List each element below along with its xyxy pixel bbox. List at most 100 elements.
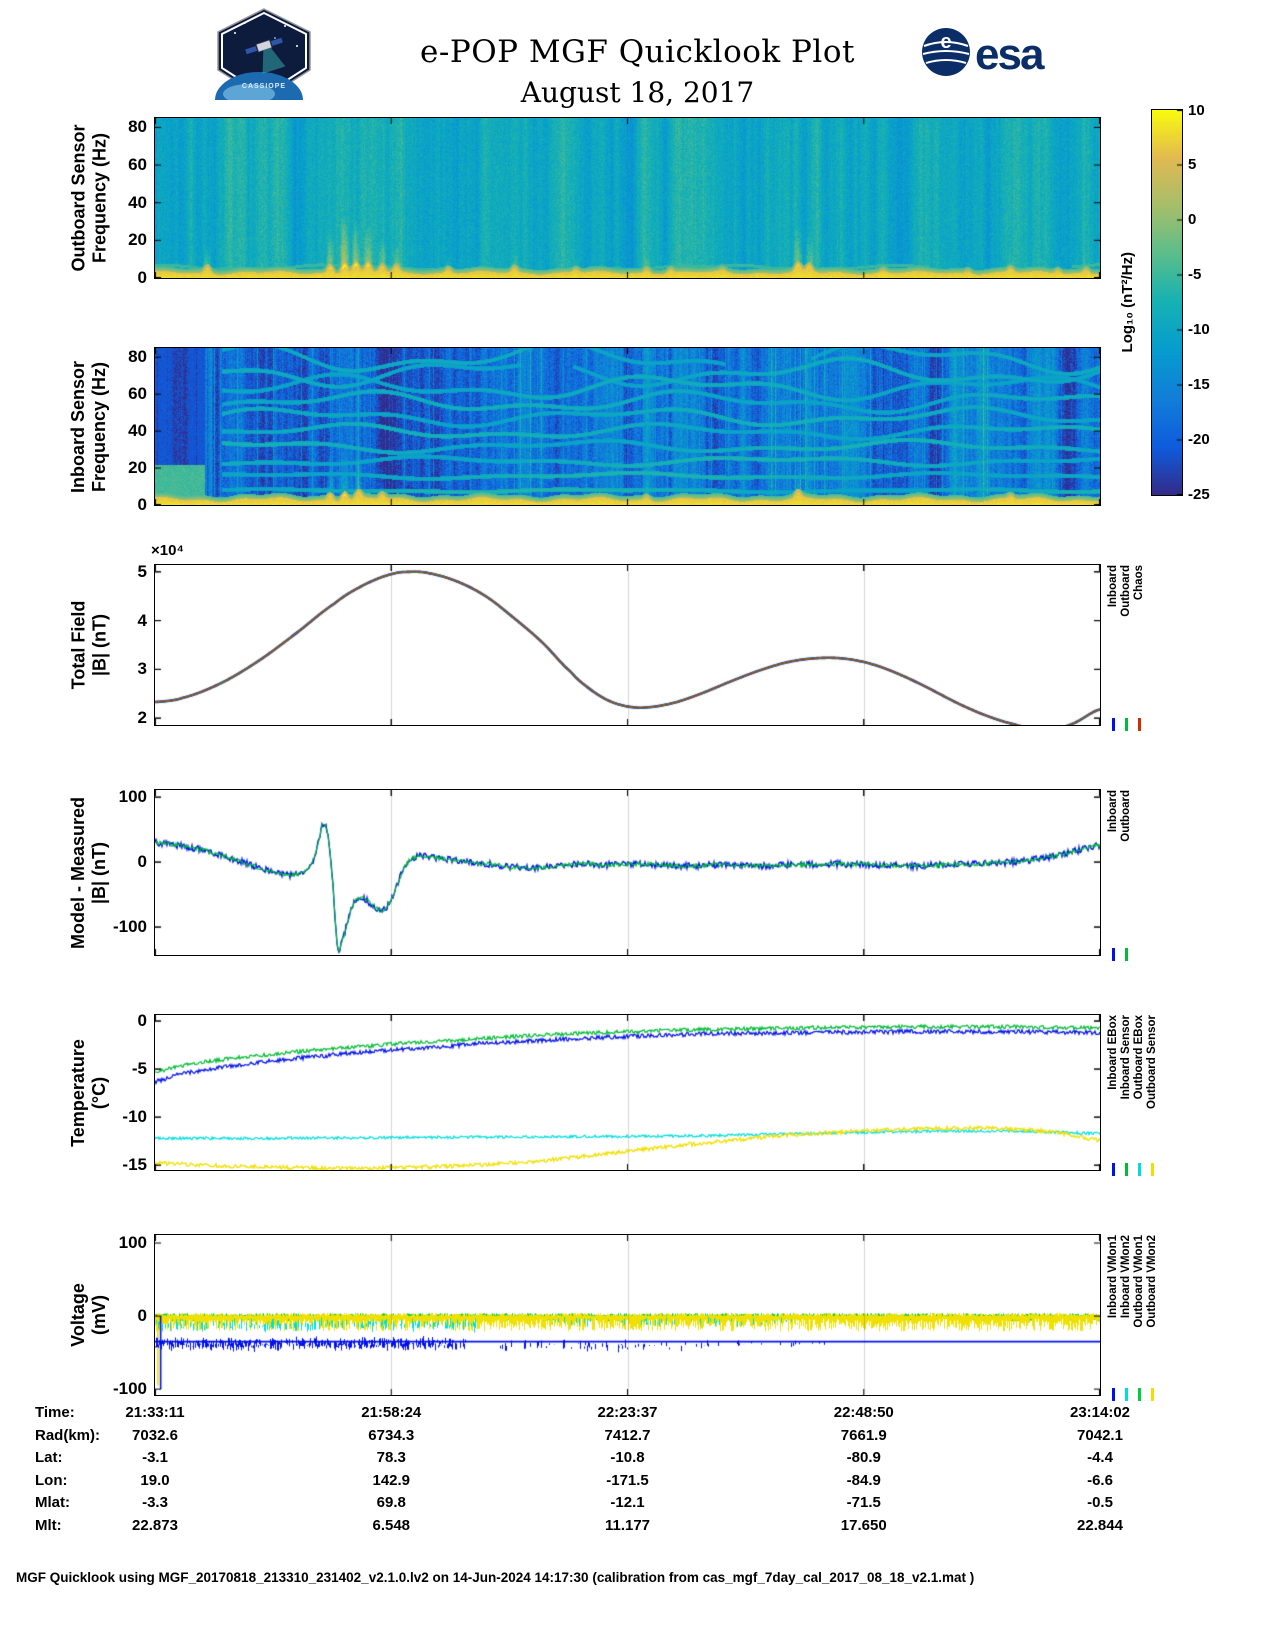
legend-label: Outboard: [1120, 790, 1132, 842]
model-measured-canvas: [155, 790, 1100, 955]
esa-logo-svg: e esa: [922, 28, 1047, 79]
panel-total-field: [154, 564, 1101, 726]
legend-line-sample: [1137, 718, 1141, 731]
y-tick-label: 100: [118, 1233, 147, 1253]
legend-line-sample: [1150, 1163, 1154, 1176]
legend-line-sample: [1111, 1163, 1115, 1176]
esa-logo: e esa: [920, 24, 1047, 87]
legend-line-sample: [1150, 1388, 1154, 1401]
ephemeris-table: Time: 21:33:11 21:58:24 22:23:37 22:48:50 23:…: [0, 1404, 1275, 1544]
colorbar-tick-label: -5: [1188, 266, 1202, 283]
esa-logo-text: esa: [975, 30, 1045, 79]
y-tick-label: -5: [131, 1059, 147, 1079]
colorbar-axis-label-text: Log₁₀ (nT²/Hz): [1118, 252, 1136, 353]
colorbar-tick-label: 10: [1188, 101, 1205, 119]
y-axis-label-text: Total Field |B| (nT): [68, 601, 110, 690]
table-cell: 6.548: [372, 1517, 411, 1534]
table-row-lat: Lat: -3.1 78.3 -10.8 -80.9 -4.4: [0, 1449, 1275, 1471]
y-axis-label-text: Voltage (mV): [68, 1283, 110, 1347]
legend-line-sample: [1124, 948, 1128, 961]
legend-label: Inboard: [1107, 565, 1119, 608]
legend-line-sample: [1124, 718, 1128, 731]
svg-text:e: e: [940, 31, 951, 53]
table-cell: -4.4: [1087, 1449, 1113, 1467]
y-axis-label-text: Outboard Sensor Frequency (Hz): [68, 124, 110, 271]
legend-entry: Chaos: [1133, 565, 1145, 731]
legend-entry: Inboard VMon1: [1107, 1235, 1119, 1401]
y-axis-label-text: Inboard Sensor Frequency (Hz): [68, 360, 110, 492]
y-tick-label: 0: [137, 852, 147, 872]
table-cell: 78.3: [376, 1449, 406, 1467]
table-row-lon: Lon: 19.0 142.9 -171.5 -84.9 -6.6: [0, 1472, 1275, 1494]
legend-line-sample: [1124, 1163, 1128, 1176]
temperature-canvas: [155, 1015, 1100, 1170]
y-tick-label: 60: [128, 155, 147, 175]
colorbar-tick-label: 0: [1188, 211, 1197, 228]
y-axis-label-line: Total Field: [67, 600, 88, 690]
table-cell: 22.844: [1077, 1517, 1123, 1534]
y-axis-label-text: Temperature (°C): [68, 1039, 110, 1147]
y-axis-label-line: |B| (nT): [88, 613, 109, 677]
y-tick-label: 40: [128, 421, 147, 441]
patch-satellite: [245, 37, 286, 74]
table-cell: -80.9: [846, 1449, 881, 1467]
table-cell: 142.9: [372, 1471, 411, 1489]
outboard-spectrogram-canvas: [155, 118, 1100, 278]
legend-entry: Inboard EBox: [1107, 1015, 1119, 1176]
y-axis-label-line: |B| (nT): [89, 841, 109, 904]
colorbar: [1151, 109, 1183, 496]
table-row-mlt: Mlt: 22.873 6.548 11.177 17.650 22.844: [0, 1517, 1275, 1539]
table-cell: 11.177: [604, 1517, 651, 1534]
y-axis-label-text: Model - Measured |B| (nT): [68, 796, 110, 948]
table-cell: -6.6: [1087, 1471, 1113, 1489]
y-tick-label: 20: [128, 458, 147, 478]
table-row-label: Lon:: [35, 1471, 68, 1489]
table-row-label: Mlt:: [35, 1517, 62, 1534]
legend-entry: Outboard: [1120, 790, 1132, 961]
y-tick-label: 3: [137, 659, 147, 679]
table-row-mlat: Mlat: -3.3 69.8 -12.1 -71.5 -0.5: [0, 1494, 1275, 1516]
legend-line-sample: [1111, 718, 1115, 731]
table-cell: 22:23:37: [597, 1404, 658, 1421]
table-row-label: Lat:: [35, 1449, 63, 1467]
patch-mission-name: CASSIOPE: [242, 83, 286, 90]
legend-label: Inboard EBox: [1107, 1015, 1119, 1090]
table-row-label: Rad(km):: [35, 1426, 101, 1444]
y-tick-label: -10: [122, 1107, 147, 1127]
y-axis-exponent-label: ×10⁴: [151, 542, 184, 559]
table-row-radkm: Rad(km): 7032.6 6734.3 7412.7 7661.9 7042.1: [0, 1427, 1275, 1449]
colorbar-tick-label: -10: [1188, 321, 1210, 338]
colorbar-tick-label: -25: [1188, 485, 1210, 503]
legend-line-sample: [1124, 1388, 1128, 1401]
legend-label: Outboard: [1120, 565, 1132, 617]
y-tick-label: -15: [122, 1155, 147, 1175]
table-cell: 6734.3: [368, 1426, 415, 1444]
legend-temperature: Inboard EBox Inboard Sensor Outboard EBox O…: [1107, 1015, 1158, 1176]
table-cell: -3.1: [142, 1449, 168, 1467]
legend-entry: Outboard: [1120, 565, 1132, 731]
table-cell: 7412.7: [604, 1426, 651, 1444]
panel-voltage: [154, 1234, 1101, 1396]
legend-label: Outboard VMon1: [1133, 1235, 1145, 1328]
total-field-canvas: [155, 565, 1100, 725]
legend-label: Inboard VMon2: [1120, 1235, 1132, 1319]
legend-entry: Outboard VMon1: [1133, 1235, 1145, 1401]
y-tick-label: -100: [112, 1379, 147, 1399]
legend-entry: Inboard VMon2: [1120, 1235, 1132, 1401]
legend-entry: Outboard EBox: [1133, 1015, 1145, 1176]
y-tick-label: 20: [128, 230, 147, 250]
y-axis-label-line: (mV): [89, 1295, 109, 1335]
table-cell: 7042.1: [1077, 1426, 1123, 1444]
plot-date: August 18, 2017: [520, 76, 755, 109]
y-tick-label: 80: [128, 117, 147, 137]
legend-label: Inboard: [1107, 790, 1119, 833]
table-cell: 7661.9: [840, 1426, 887, 1444]
table-cell: -12.1: [610, 1494, 645, 1512]
legend-model-measured: Inboard Outboard: [1107, 790, 1132, 961]
legend-label: Outboard VMon2: [1146, 1235, 1158, 1328]
y-axis-label-total-field: Total Field |B| (nT): [34, 565, 144, 725]
panel-inboard-spectrogram: [154, 347, 1101, 506]
panel-outboard-spectrogram: [154, 117, 1101, 279]
plot-title: e-POP MGF Quicklook Plot: [420, 34, 855, 70]
